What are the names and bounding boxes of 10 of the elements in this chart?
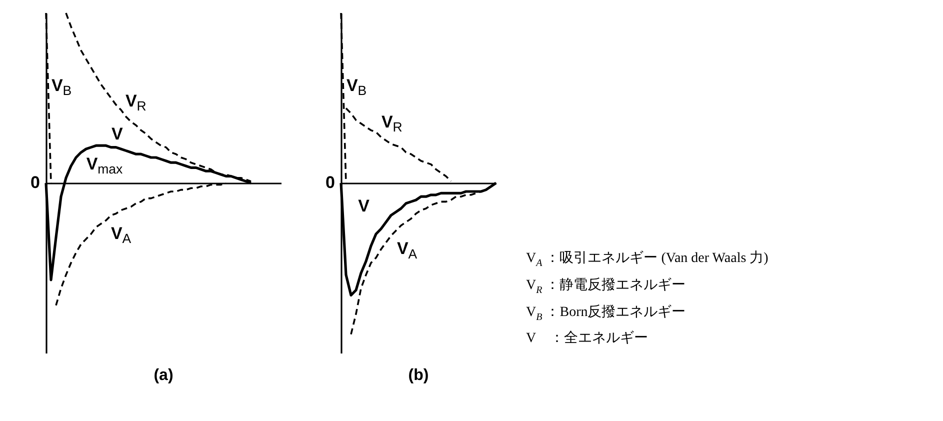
text: 0 xyxy=(30,173,40,192)
text: V$_{A}$ ：吸引エネルギー (Van der Waals 力) xyxy=(526,250,768,271)
text: 0 xyxy=(326,173,335,192)
text: (b) xyxy=(408,367,429,384)
text: (a) xyxy=(154,367,174,384)
text: V ：全エネルギー xyxy=(526,330,649,348)
text: V$_{R}$ ：静電反撥エネルギー xyxy=(526,276,687,298)
series-label: V xyxy=(358,196,370,216)
text: V$_{B}$ ：Born反撥エネルギー xyxy=(526,304,687,324)
series-label: V xyxy=(112,124,124,144)
